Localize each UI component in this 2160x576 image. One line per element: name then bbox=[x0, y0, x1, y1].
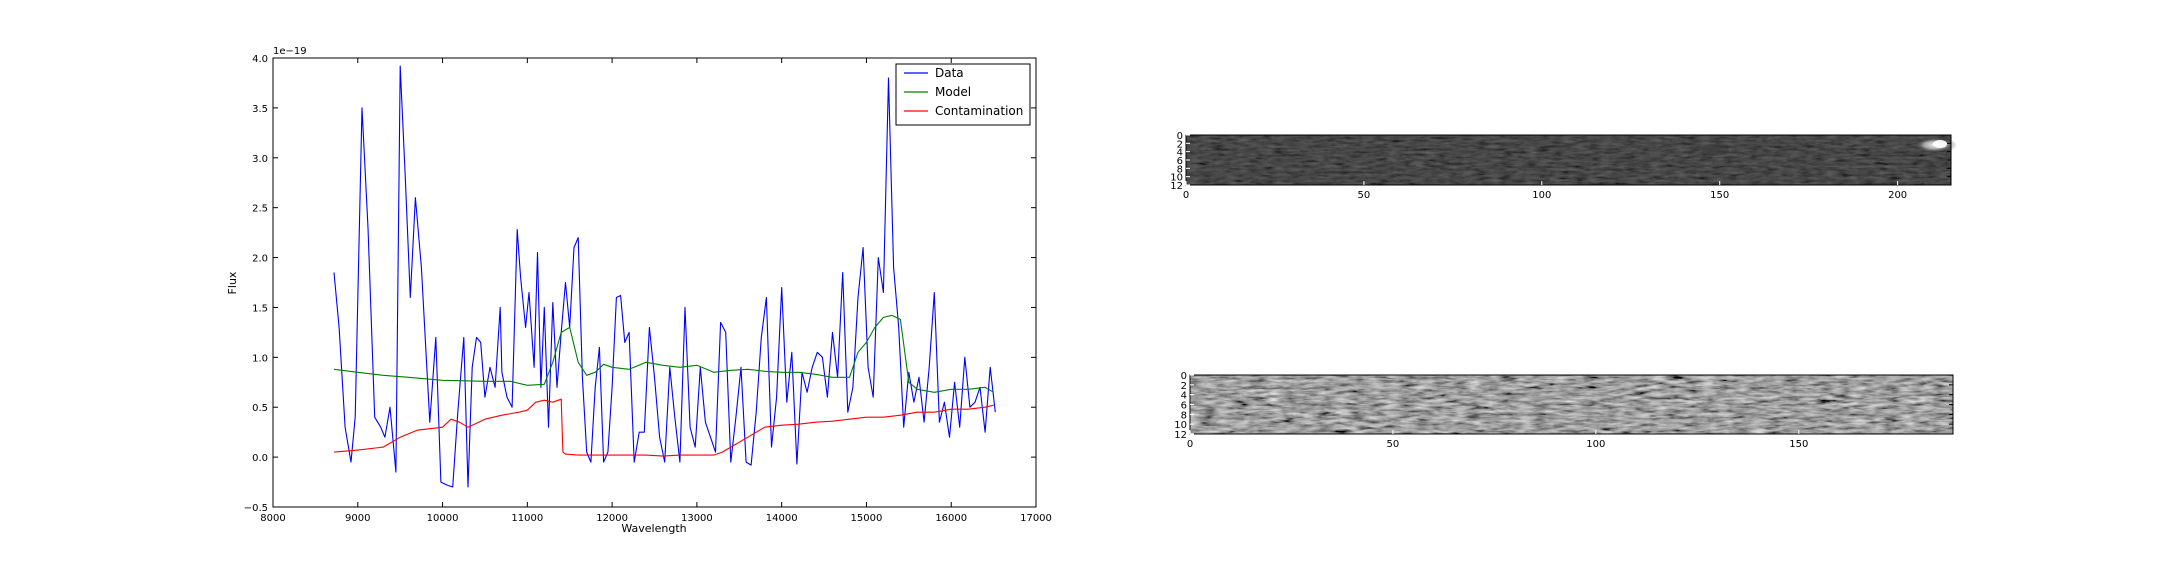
x-tick-label: 15000 bbox=[851, 513, 883, 524]
series-line-model bbox=[333, 314, 994, 393]
y-tick-label: 0 bbox=[1177, 131, 1183, 142]
x-tick-label: 13000 bbox=[681, 513, 713, 524]
series-line-contamination bbox=[333, 398, 994, 457]
x-tick-label: 150 bbox=[1789, 439, 1808, 450]
series-layer bbox=[333, 65, 996, 488]
y-tick-label: 2 bbox=[1177, 139, 1183, 150]
legend-entry-model: Model bbox=[904, 85, 971, 99]
y-tick-label: 10 bbox=[1174, 420, 1187, 431]
legend-label-data: Data bbox=[935, 66, 964, 80]
x-tick-label: 10000 bbox=[427, 513, 459, 524]
heatmap-top-faint-feature bbox=[1701, 144, 1729, 156]
x-tick-label: 200 bbox=[1888, 190, 1907, 201]
y-tick-label: 8 bbox=[1181, 410, 1187, 421]
legend-label-contamination: Contamination bbox=[935, 104, 1023, 118]
y-tick-label: 2 bbox=[1181, 381, 1187, 392]
offset-label: 1e−19 bbox=[273, 46, 307, 57]
y-tick-label: 0.0 bbox=[252, 453, 268, 464]
y-tick-label: 1.0 bbox=[252, 353, 268, 364]
y-tick-label: 8 bbox=[1177, 164, 1183, 175]
x-tick-label: 8000 bbox=[260, 513, 285, 524]
y-tick-label: 2.5 bbox=[252, 204, 268, 215]
legend: Data Model Contamination bbox=[895, 63, 1031, 126]
x-tick-label: 100 bbox=[1586, 439, 1605, 450]
x-tick-label: 0 bbox=[1183, 190, 1189, 201]
y-tick-label: −0.5 bbox=[244, 503, 268, 514]
x-axis-label: Wavelength bbox=[621, 522, 686, 535]
y-tick-label: 0 bbox=[1181, 371, 1187, 382]
x-tick-label: 100 bbox=[1532, 190, 1551, 201]
x-tick-label: 50 bbox=[1358, 190, 1371, 201]
x-tick-label: 50 bbox=[1387, 439, 1400, 450]
x-tick-label: 150 bbox=[1710, 190, 1729, 201]
x-tick-label: 17000 bbox=[1020, 513, 1052, 524]
y-axis-label: Flux bbox=[226, 271, 239, 294]
y-tick-label: 6 bbox=[1181, 401, 1187, 412]
x-tick-label: 14000 bbox=[766, 513, 798, 524]
y-tick-label: 6 bbox=[1177, 156, 1183, 167]
y-tick-label: 3.5 bbox=[252, 104, 268, 115]
heatmap-bottom-x-ticks: 0 50 100 150 bbox=[1187, 430, 1808, 450]
heatmap-bottom-noise bbox=[1190, 375, 1953, 434]
heatmap-top-noise bbox=[1186, 135, 1951, 185]
plot-frame bbox=[272, 57, 1037, 508]
heatmap-top-source-core bbox=[1933, 140, 1947, 148]
heatmap-top-x-ticks: 0 50 100 150 200 bbox=[1183, 181, 1907, 201]
spectrum-line-chart: 8000 9000 10000 11000 12000 13000 14000 15000 16… bbox=[226, 46, 1052, 535]
legend-entry-contamination: Contamination bbox=[904, 104, 1023, 118]
x-tick-label: 9000 bbox=[345, 513, 370, 524]
y-tick-label: 4 bbox=[1181, 391, 1187, 402]
y-tick-label: 1.5 bbox=[252, 303, 268, 314]
y-tick-label: 4 bbox=[1177, 148, 1183, 159]
x-tick-label: 11000 bbox=[511, 513, 543, 524]
y-tick-label: 12 bbox=[1170, 181, 1183, 192]
y-tick-label: 0.5 bbox=[252, 403, 268, 414]
x-tick-label: 16000 bbox=[935, 513, 967, 524]
y-tick-label: 2.0 bbox=[252, 254, 268, 265]
plot-area bbox=[273, 58, 1036, 507]
series-line-data bbox=[333, 65, 996, 488]
legend-box bbox=[895, 63, 1031, 126]
y-tick-label: 4.0 bbox=[252, 54, 268, 65]
x-tick-label: 0 bbox=[1187, 439, 1193, 450]
legend-label-model: Model bbox=[935, 85, 971, 99]
legend-entry-data: Data bbox=[904, 66, 964, 80]
y-tick-label: 3.0 bbox=[252, 154, 268, 165]
y-tick-label: 10 bbox=[1170, 173, 1183, 184]
y-axis-ticks: −0.5 0.0 0.5 1.0 1.5 2.0 2.5 3.0 3.5 4.0 bbox=[244, 54, 1036, 514]
y-tick-label: 12 bbox=[1174, 430, 1187, 441]
x-axis-ticks: 8000 9000 10000 11000 12000 13000 14000 15000 16… bbox=[260, 58, 1052, 524]
x-tick-label: 12000 bbox=[596, 513, 628, 524]
